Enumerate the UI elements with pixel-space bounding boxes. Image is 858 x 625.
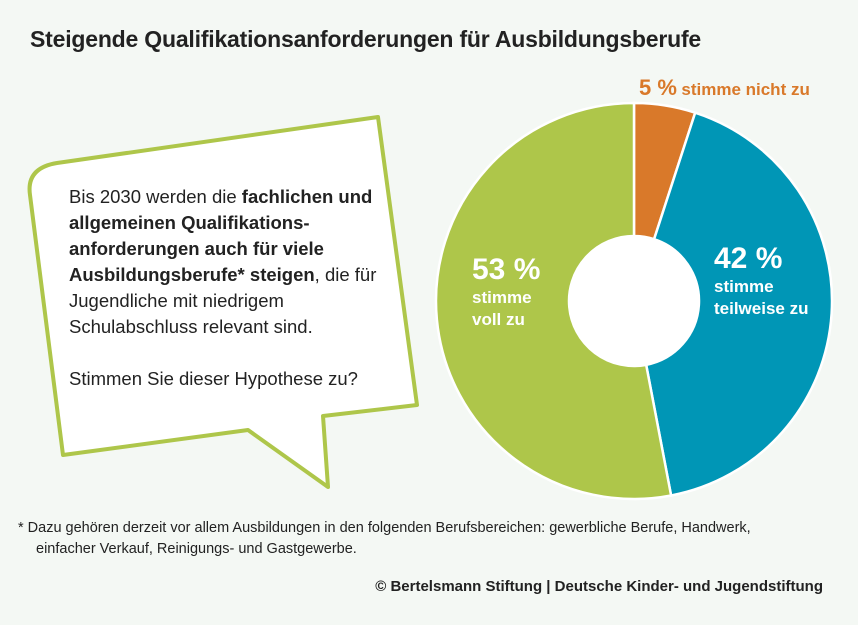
label-nicht: 5 % stimme nicht zu <box>639 75 810 101</box>
label-voll: 53 % stimme voll zu <box>472 253 540 331</box>
label-teilweise-pct: 42 % <box>714 242 783 275</box>
label-teilweise: 42 % stimme teilweise zu <box>714 242 808 320</box>
label-nicht-text: stimme nicht zu <box>681 80 810 99</box>
label-voll-pct: 53 % <box>472 253 541 286</box>
hypothesis-intro: Bis 2030 werden die <box>69 186 242 207</box>
label-teilweise-text1: stimme <box>714 277 774 296</box>
label-teilweise-text2: teilweise zu <box>714 299 809 318</box>
label-voll-text2: voll zu <box>472 310 525 329</box>
hypothesis-rest: , die für Jugendliche mit niedrigem Schu… <box>69 264 377 337</box>
footnote-line2: einfacher Verkauf, Reinigungs- und Gastg… <box>36 541 357 557</box>
footnote: * Dazu gehören derzeit vor allem Ausbild… <box>18 518 751 560</box>
footnote-line1: * Dazu gehören derzeit vor allem Ausbild… <box>18 520 751 536</box>
donut-hole <box>569 236 699 366</box>
page-title: Steigende Qualifikationsanforderungen fü… <box>30 26 702 52</box>
source-credit: © Bertelsmann Stiftung | Deutsche Kinder… <box>375 578 823 595</box>
label-voll-text1: stimme <box>472 288 532 307</box>
hypothesis-question: Stimmen Sie dieser Hypothese zu? <box>69 368 358 389</box>
hypothesis-text: Bis 2030 werden die fachlichen und allge… <box>69 184 409 340</box>
label-nicht-pct: 5 % <box>639 75 677 100</box>
hypothesis-bold: fachlichen und allgemeinen Qualifikation… <box>69 186 373 285</box>
